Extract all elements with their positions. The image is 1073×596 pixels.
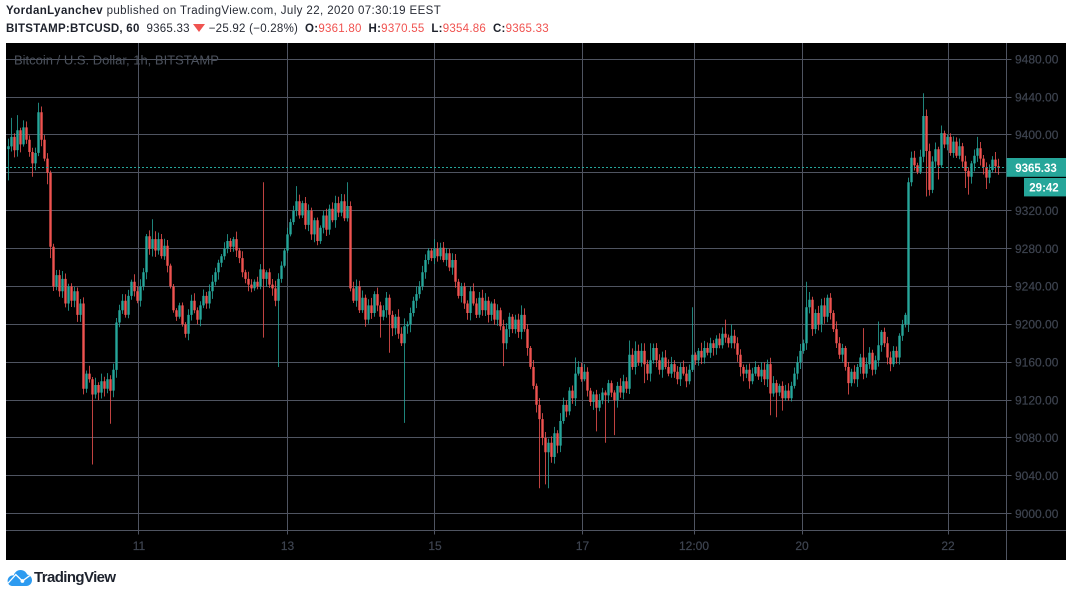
svg-text:Bitcoin / U.S. Dollar, 1h, BIT: Bitcoin / U.S. Dollar, 1h, BITSTAMP [14, 53, 219, 68]
svg-text:13: 13 [281, 539, 295, 553]
svg-text:9440.00: 9440.00 [1015, 90, 1059, 104]
svg-text:17: 17 [576, 539, 590, 553]
svg-text:20: 20 [795, 539, 809, 553]
svg-text:9040.00: 9040.00 [1015, 469, 1059, 483]
svg-text:22: 22 [941, 539, 955, 553]
svg-text:11: 11 [133, 539, 146, 553]
svg-text:9000.00: 9000.00 [1015, 507, 1059, 521]
svg-text:9200.00: 9200.00 [1015, 318, 1059, 332]
svg-text:29:42: 29:42 [1029, 183, 1058, 195]
svg-text:9400.00: 9400.00 [1015, 128, 1059, 142]
svg-text:9160.00: 9160.00 [1015, 355, 1059, 369]
svg-text:9280.00: 9280.00 [1015, 242, 1059, 256]
svg-text:9480.00: 9480.00 [1015, 52, 1059, 66]
svg-text:9080.00: 9080.00 [1015, 431, 1059, 445]
svg-text:9365.33: 9365.33 [1015, 163, 1057, 175]
svg-text:9120.00: 9120.00 [1015, 393, 1059, 407]
svg-text:9320.00: 9320.00 [1015, 204, 1059, 218]
svg-text:12:00: 12:00 [679, 539, 709, 553]
svg-text:15: 15 [428, 539, 442, 553]
svg-text:9240.00: 9240.00 [1015, 280, 1059, 294]
